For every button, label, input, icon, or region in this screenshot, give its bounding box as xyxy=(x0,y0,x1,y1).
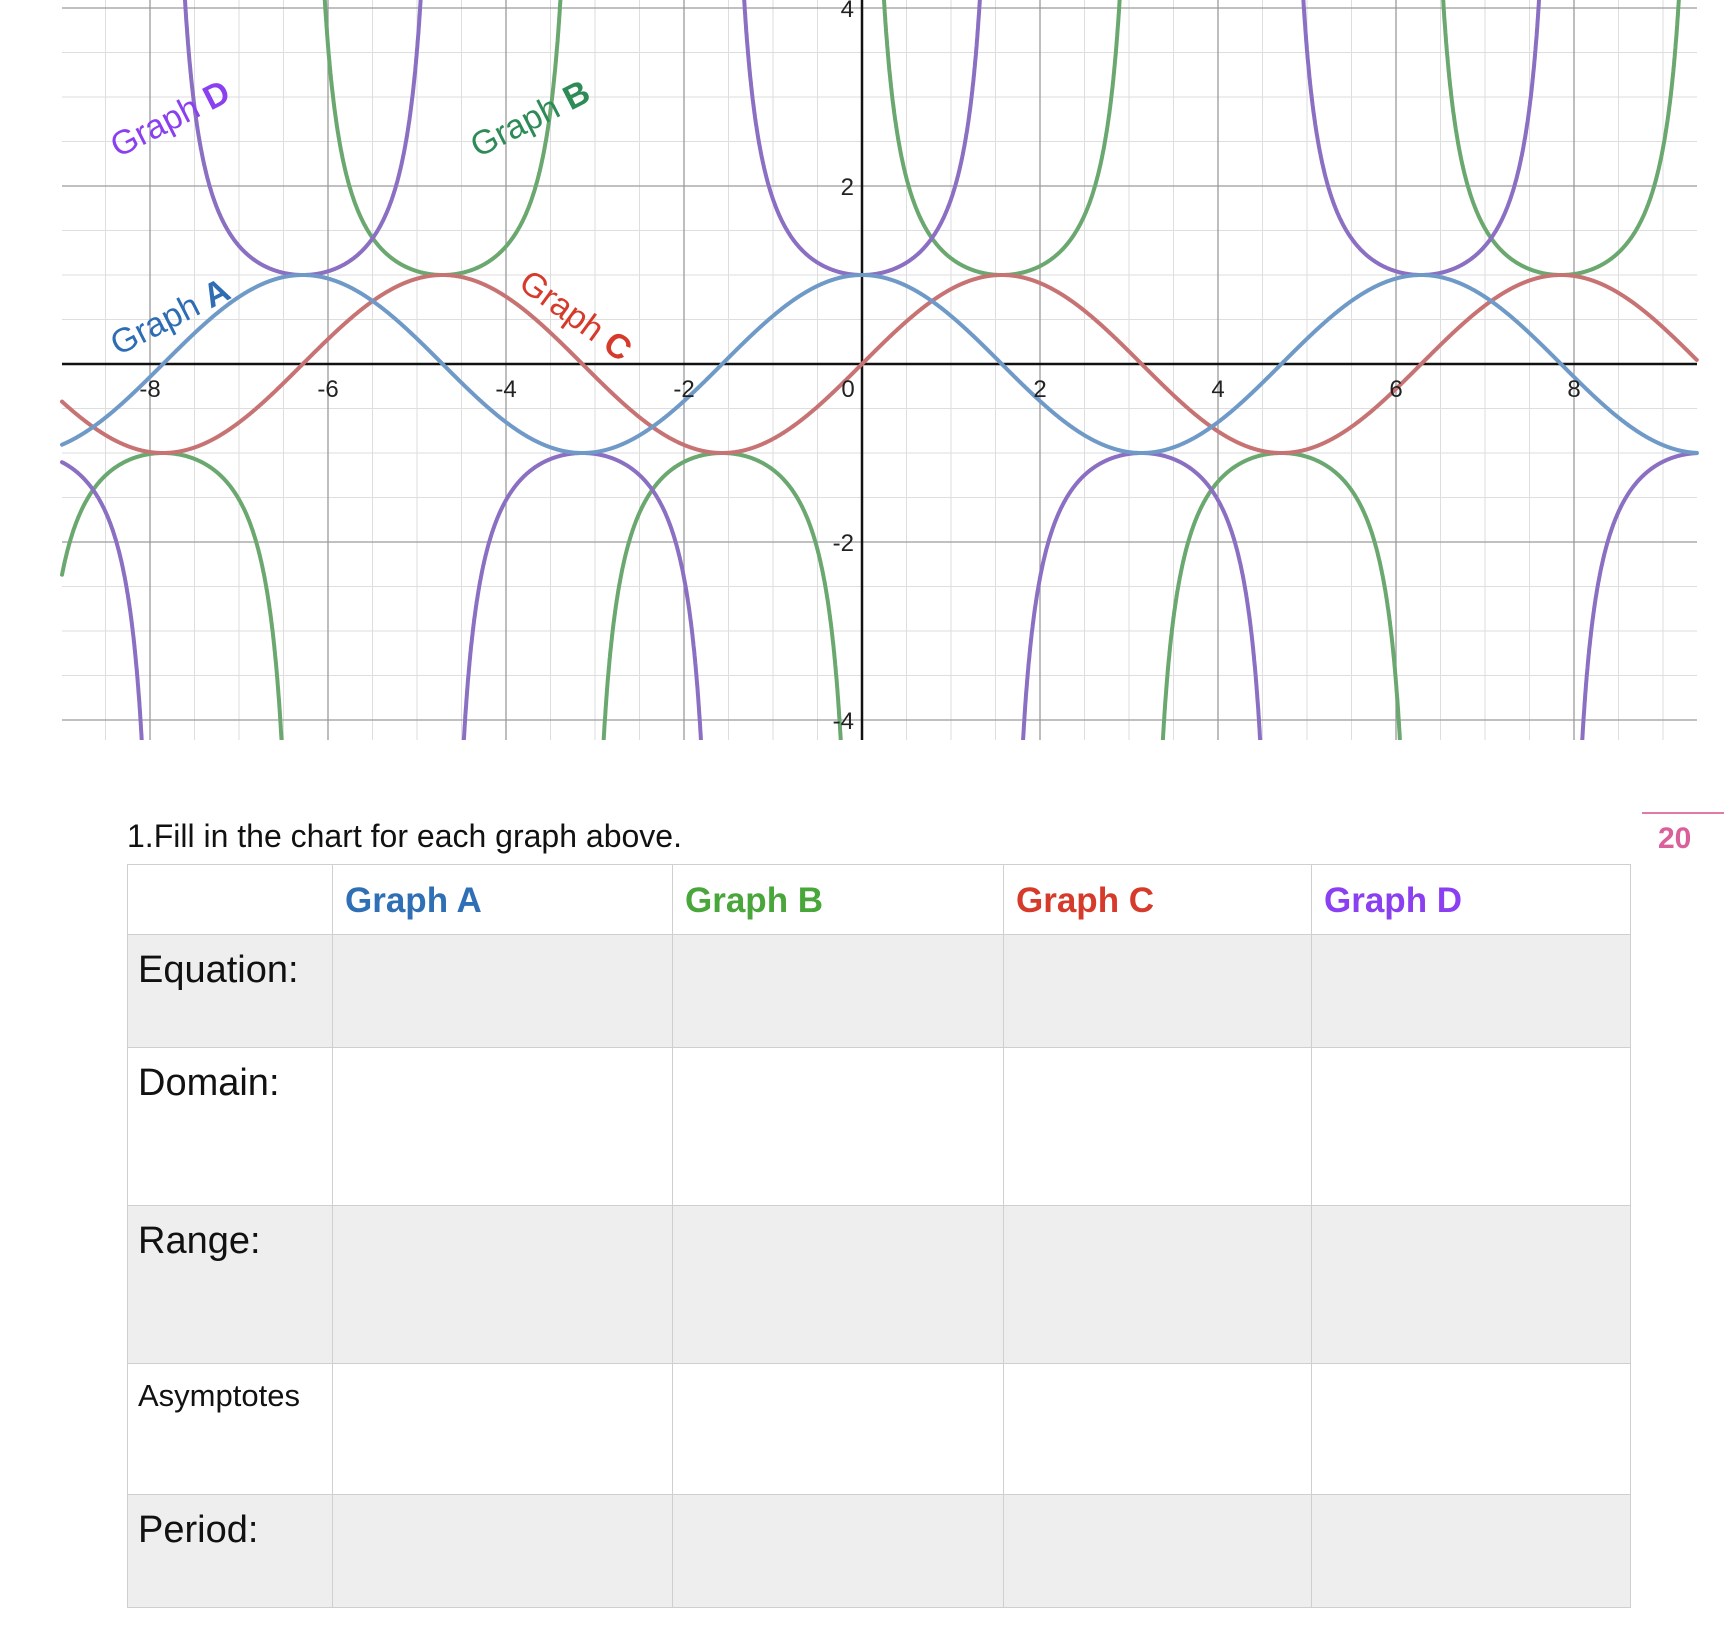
x-tick-label: 8 xyxy=(1567,376,1580,403)
graph-label-prefix: Graph xyxy=(104,84,214,165)
header-graph-a: Graph A xyxy=(332,864,673,935)
x-tick-label: 2 xyxy=(1033,376,1046,403)
answer-cell-graph-d[interactable] xyxy=(1311,1205,1631,1364)
y-tick-label: 2 xyxy=(841,174,854,201)
answer-cell-graph-c[interactable] xyxy=(1003,1494,1312,1608)
answer-cell-graph-a[interactable] xyxy=(332,1363,673,1495)
answer-cell-graph-b[interactable] xyxy=(672,1363,1004,1495)
header-graph-d: Graph D xyxy=(1311,864,1631,935)
answer-cell-graph-d[interactable] xyxy=(1311,1494,1631,1608)
tick-labels: -8 -6 -4 -2 0 2 4 6 8 4 2 -2 -4 xyxy=(139,0,1580,735)
table-row: Period: xyxy=(127,1494,1631,1608)
question-text: 1.Fill in the chart for each graph above… xyxy=(127,818,682,854)
row-label: Range: xyxy=(127,1205,333,1364)
table-row: Equation: xyxy=(127,934,1631,1048)
answer-cell-graph-c[interactable] xyxy=(1003,1047,1312,1206)
graph-canvas: -8 -6 -4 -2 0 2 4 6 8 4 2 -2 -4 Graph A Graph B Graph … xyxy=(60,0,1699,740)
y-tick-label: 4 xyxy=(841,0,854,23)
function-graph: -8 -6 -4 -2 0 2 4 6 8 4 2 -2 -4 Graph A Graph B Graph … xyxy=(0,0,1726,740)
header-row: Graph A Graph B Graph C Graph D xyxy=(127,864,1631,935)
graph-d-label: Graph D xyxy=(104,73,236,165)
axes xyxy=(62,0,1697,740)
answer-cell-graph-c[interactable] xyxy=(1003,1363,1312,1495)
graph-a-label: Graph A xyxy=(104,271,236,363)
graph-label-prefix: Graph xyxy=(104,282,214,363)
row-label: Asymptotes xyxy=(127,1363,333,1495)
graph-b-label: Graph B xyxy=(464,73,596,165)
answer-cell-graph-d[interactable] xyxy=(1311,1363,1631,1495)
row-label: Period: xyxy=(127,1494,333,1608)
x-tick-label: -2 xyxy=(673,376,694,403)
graph-a-curve xyxy=(60,273,1699,455)
header-graph-b: Graph B xyxy=(672,864,1004,935)
x-tick-label: -4 xyxy=(495,376,516,403)
page-number: 20 xyxy=(1642,812,1724,856)
table-row: Range: xyxy=(127,1205,1631,1364)
answer-cell-graph-a[interactable] xyxy=(332,934,673,1048)
answer-cell-graph-d[interactable] xyxy=(1311,1047,1631,1206)
graph-c-curve xyxy=(60,273,1699,455)
answer-cell-graph-b[interactable] xyxy=(672,1047,1004,1206)
table-row: Asymptotes xyxy=(127,1363,1631,1495)
answer-chart: Graph A Graph B Graph C Graph D Equation: Do… xyxy=(127,864,1631,1608)
answer-cell-graph-a[interactable] xyxy=(332,1494,673,1608)
row-label: Domain: xyxy=(127,1047,333,1206)
x-tick-label: 4 xyxy=(1211,376,1224,403)
answer-cell-graph-c[interactable] xyxy=(1003,934,1312,1048)
x-tick-label: 0 xyxy=(841,376,854,403)
header-corner-cell xyxy=(127,864,333,935)
answer-cell-graph-b[interactable] xyxy=(672,1494,1004,1608)
answer-cell-graph-d[interactable] xyxy=(1311,934,1631,1048)
row-label: Equation: xyxy=(127,934,333,1048)
answer-cell-graph-a[interactable] xyxy=(332,1205,673,1364)
graph-label-prefix: Graph xyxy=(464,84,574,165)
graph-label-prefix: Graph xyxy=(512,263,618,355)
answer-cell-graph-c[interactable] xyxy=(1003,1205,1312,1364)
y-tick-label: -4 xyxy=(833,708,854,735)
y-tick-label: -2 xyxy=(833,530,854,557)
answer-cell-graph-b[interactable] xyxy=(672,1205,1004,1364)
x-tick-label: -6 xyxy=(317,376,338,403)
x-tick-label: 6 xyxy=(1389,376,1402,403)
answer-cell-graph-b[interactable] xyxy=(672,934,1004,1048)
x-tick-label: -8 xyxy=(139,376,160,403)
table-row: Domain: xyxy=(127,1047,1631,1206)
header-graph-c: Graph C xyxy=(1003,864,1312,935)
answer-cell-graph-a[interactable] xyxy=(332,1047,673,1206)
curves xyxy=(60,0,1699,740)
